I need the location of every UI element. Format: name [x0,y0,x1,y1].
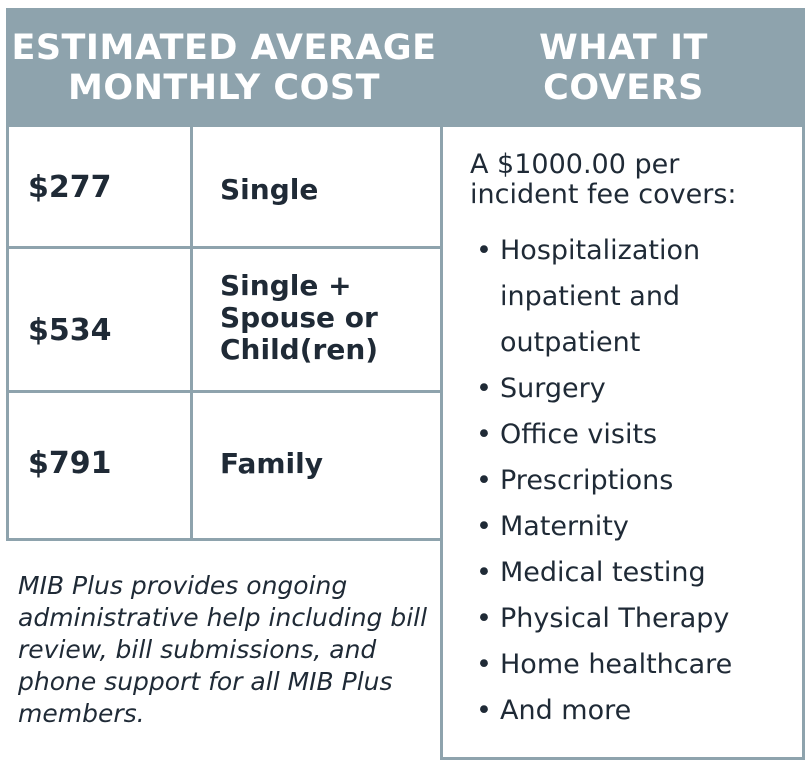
header-what-it-covers: WHAT IT COVERS [442,8,805,127]
price-single-plus-one: $534 [28,313,112,348]
bullet-icon: • [476,603,492,634]
bullet-icon: • [476,649,492,680]
covers-item-line: Physical Therapy [500,603,730,634]
bullet-icon: • [476,235,492,266]
header-monthly-cost-line2: MONTHLY COST [68,67,380,108]
grid-center-divider [440,127,443,760]
tier-single-line1: Single [220,173,319,206]
list-item: • Office visits [470,412,790,458]
bullet-icon: • [476,419,492,450]
covers-item-line: And more [500,695,632,726]
covers-item-line: Office visits [500,419,658,450]
price-single: $277 [28,170,112,205]
tier-single-plus-one-line3: Child(ren) [220,333,379,366]
tier-family-line1: Family [220,447,324,480]
list-item: • Maternity [470,504,790,550]
covers-item-line: Surgery [500,373,606,404]
list-item: • Hospitalization inpatient and outpatie… [470,228,790,366]
covers-intro: A $1000.00 per incident fee covers: [470,150,790,210]
tier-single-plus-one-line1: Single + [220,269,352,302]
header-monthly-cost-line1: ESTIMATED AVERAGE [11,27,437,68]
covers-item-line: Prescriptions [500,465,674,496]
list-item: • Prescriptions [470,458,790,504]
list-item: • Surgery [470,366,790,412]
grid-right-border [802,127,805,760]
header-covers-line1: WHAT IT [539,27,708,68]
covers-intro-line2: incident fee covers: [470,179,737,210]
tier-family: Family [220,448,323,480]
list-item: • Physical Therapy [470,596,790,642]
tier-single-plus-one-line2: Spouse or [220,301,378,334]
covers-item-line: Hospitalization [500,235,701,266]
grid-row-divider-1 [6,246,443,249]
list-item: • And more [470,688,790,734]
grid-row-divider-3 [6,538,443,541]
grid-left-border [6,127,9,540]
mib-plus-note: MIB Plus provides ongoing administrative… [18,571,428,728]
covers-intro-line1: A $1000.00 per [470,149,680,180]
bullet-icon: • [476,373,492,404]
covers-item-line: Home healthcare [500,649,733,680]
table-header: ESTIMATED AVERAGE MONTHLY COST WHAT IT C… [6,8,805,127]
list-item: • Medical testing [470,550,790,596]
tier-single: Single [220,174,318,206]
price-family: $791 [28,446,112,481]
covers-item-line: Maternity [500,511,629,542]
bullet-icon: • [476,511,492,542]
covers-item-line: outpatient [500,327,641,358]
header-monthly-cost: ESTIMATED AVERAGE MONTHLY COST [6,8,442,127]
bullet-icon: • [476,557,492,588]
covers-item-line: inpatient and [500,281,681,312]
covers-item-line: Medical testing [500,557,706,588]
bullet-icon: • [476,465,492,496]
list-item: • Home healthcare [470,642,790,688]
grid-row-divider-2 [6,390,443,393]
covers-list: • Hospitalization inpatient and outpatie… [470,228,790,734]
header-covers-line2: COVERS [543,67,704,108]
bullet-icon: • [476,695,492,726]
grid-bottom-border-right [440,757,805,760]
tier-single-plus-one: Single + Spouse or Child(ren) [220,270,378,366]
grid-column-divider [190,127,193,540]
